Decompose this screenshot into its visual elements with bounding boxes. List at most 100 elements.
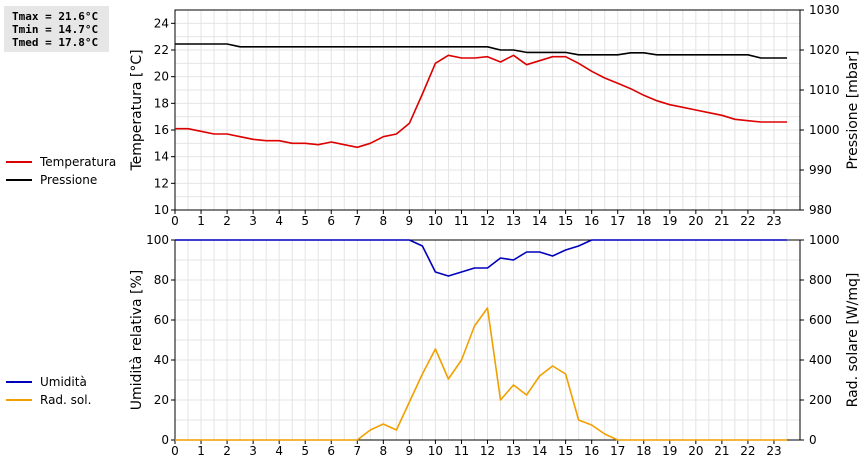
x-tick-label: 5 [301,444,309,458]
tmax-text: Tmax = 21.6°C [12,10,99,23]
y-right-tick-label: 980 [809,203,832,217]
y-right-tick-label: 1000 [809,123,840,137]
y-right-tick-label: 1010 [809,83,840,97]
y-left-tick-label: 40 [154,353,169,367]
y-left-tick-label: 100 [146,233,169,247]
y-left-tick-label: 10 [154,203,169,217]
y-left-tick-label: 12 [154,176,169,190]
y-right-tick-label: 800 [809,273,832,287]
x-tick-label: 12 [480,214,495,228]
legend-swatch-rad-sol [6,399,32,401]
y-right-axis-label: Rad. solare [W/mq] [845,273,860,408]
x-tick-label: 17 [610,444,625,458]
x-tick-label: 4 [275,444,283,458]
legend-label-pressione: Pressione [40,173,98,187]
x-tick-label: 23 [766,444,781,458]
x-tick-label: 23 [766,214,781,228]
x-tick-label: 18 [636,444,651,458]
legend-bottom: Umidità Rad. sol. [6,373,91,409]
x-tick-label: 15 [558,444,573,458]
stats-box: Tmax = 21.6°C Tmin = 14.7°C Tmed = 17.8°… [4,6,109,52]
x-tick-label: 16 [584,444,599,458]
x-tick-label: 11 [454,444,469,458]
legend-swatch-pressione [6,179,32,181]
y-right-tick-label: 1020 [809,43,840,57]
legend-swatch-umidita [6,381,32,383]
x-tick-label: 21 [714,214,729,228]
legend-label-temperatura: Temperatura [40,155,117,169]
y-right-tick-label: 200 [809,393,832,407]
x-tick-label: 17 [610,214,625,228]
x-tick-label: 7 [353,214,361,228]
x-tick-label: 19 [662,214,677,228]
y-left-tick-label: 24 [154,16,169,30]
x-tick-label: 11 [454,214,469,228]
x-tick-label: 21 [714,444,729,458]
x-tick-label: 6 [327,444,335,458]
y-left-tick-label: 0 [161,433,169,447]
x-tick-label: 6 [327,214,335,228]
series-line-rad-sol [175,307,787,441]
y-right-tick-label: 990 [809,163,832,177]
x-tick-label: 19 [662,444,677,458]
y-left-tick-label: 20 [154,393,169,407]
y-left-tick-label: 80 [154,273,169,287]
legend-label-rad-sol: Rad. sol. [40,393,92,407]
x-tick-label: 15 [558,214,573,228]
x-tick-label: 0 [171,214,179,228]
panel-top: 0 1 2 3 4 5 6 7 8 9 10 11 12 13 14 15 16 17 18 19 20 21 22 2310… [129,3,860,228]
tmed-text: Tmed = 17.8°C [12,36,99,49]
series-line-temperatura [175,54,787,149]
y-left-tick-label: 20 [154,70,169,84]
x-tick-label: 12 [480,444,495,458]
tmin-text: Tmin = 14.7°C [12,23,99,36]
x-tick-label: 18 [636,214,651,228]
x-tick-label: 13 [506,444,521,458]
x-tick-label: 2 [223,214,231,228]
y-right-tick-label: 600 [809,313,832,327]
x-tick-label: 2 [223,444,231,458]
legend-swatch-temperatura [6,161,32,163]
y-left-tick-label: 14 [154,150,169,164]
x-tick-label: 1 [197,214,205,228]
x-tick-label: 3 [249,214,257,228]
x-tick-label: 9 [406,214,414,228]
panel-bottom: 0 1 2 3 4 5 6 7 8 9 10 11 12 13 14 15 16 17 18 19 20 21 22 2302… [129,233,860,458]
x-tick-label: 0 [171,444,179,458]
y-left-tick-label: 60 [154,313,169,327]
legend-item-pressione: Pressione [6,171,116,189]
legend-item-temperatura: Temperatura [6,153,116,171]
legend-top: Temperatura Pressione [6,153,116,189]
series-line-pressione [175,43,787,59]
x-tick-label: 5 [301,214,309,228]
x-tick-label: 1 [197,444,205,458]
legend-item-rad-sol: Rad. sol. [6,391,91,409]
y-left-axis-label: Temperatura [°C] [129,49,145,171]
y-left-tick-label: 22 [154,43,169,57]
x-tick-label: 16 [584,214,599,228]
y-left-tick-label: 16 [154,123,169,137]
x-tick-label: 9 [406,444,414,458]
series-line-umidit [175,239,787,277]
x-tick-label: 13 [506,214,521,228]
x-tick-label: 22 [740,214,755,228]
y-right-tick-label: 1030 [809,3,840,17]
x-tick-label: 10 [428,214,443,228]
x-tick-label: 20 [688,214,703,228]
legend-label-umidita: Umidità [40,375,87,389]
x-tick-label: 8 [380,444,388,458]
x-tick-label: 22 [740,444,755,458]
y-right-tick-label: 400 [809,353,832,367]
y-left-tick-label: 18 [154,96,169,110]
legend-item-umidita: Umidità [6,373,91,391]
x-tick-label: 14 [532,444,547,458]
x-tick-label: 8 [380,214,388,228]
x-tick-label: 14 [532,214,547,228]
y-right-axis-label: Pressione [mbar] [845,50,860,169]
x-tick-label: 4 [275,214,283,228]
x-tick-label: 3 [249,444,257,458]
y-right-tick-label: 0 [809,433,817,447]
x-tick-label: 20 [688,444,703,458]
y-left-axis-label: Umidità relativa [%] [129,270,145,411]
